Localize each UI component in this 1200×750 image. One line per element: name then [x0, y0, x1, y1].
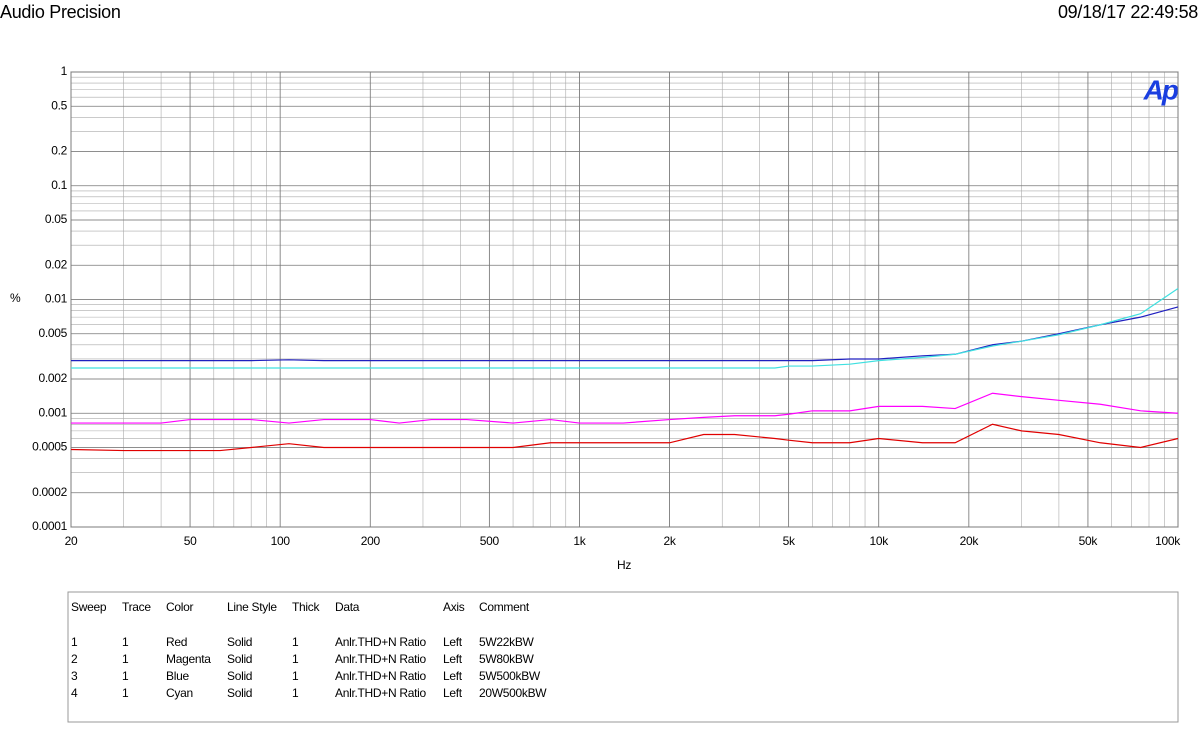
y-axis-label: %	[10, 291, 21, 305]
table-cell: 5W22kBW	[479, 635, 535, 649]
table-header: Line Style	[227, 600, 277, 614]
y-tick-label: 0.1	[51, 178, 67, 192]
table-cell: 1	[292, 686, 299, 700]
table-cell: Left	[443, 669, 463, 683]
y-tick-label: 0.01	[45, 292, 68, 306]
table-cell: 1	[122, 652, 129, 666]
x-tick-label: 20	[65, 534, 78, 548]
table-cell: 1	[292, 635, 299, 649]
table-header: Thick	[292, 600, 320, 614]
y-tick-label: 0.005	[38, 326, 67, 340]
table-cell: 1	[122, 635, 129, 649]
table-cell: Red	[166, 635, 187, 649]
y-tick-label: 0.5	[51, 98, 67, 112]
x-tick-label: 100k	[1155, 534, 1181, 548]
table-cell: 1	[71, 635, 78, 649]
x-tick-label: 20k	[960, 534, 980, 548]
timestamp: 09/18/17 22:49:58	[1058, 2, 1198, 22]
table-cell: 5W80kBW	[479, 652, 535, 666]
table-cell: Solid	[227, 652, 252, 666]
y-tick-label: 1	[61, 64, 68, 78]
table-cell: Blue	[166, 669, 189, 683]
series-line	[71, 306, 1179, 362]
table-cell: 1	[122, 669, 129, 683]
x-tick-label: 50	[184, 534, 197, 548]
y-tick-label: 0.0001	[32, 519, 68, 533]
y-tick-label: 0.001	[38, 405, 67, 419]
series-line	[71, 287, 1179, 369]
table-header: Axis	[443, 600, 465, 614]
x-tick-label: 10k	[870, 534, 890, 548]
table-cell: 2	[71, 652, 78, 666]
table-header: Comment	[479, 600, 530, 614]
x-tick-label: 100	[271, 534, 291, 548]
table-cell: Solid	[227, 669, 252, 683]
table-cell: 3	[71, 669, 78, 683]
table-header: Trace	[122, 600, 151, 614]
table-cell: Magenta	[166, 652, 211, 666]
table-cell: Left	[443, 635, 463, 649]
table-cell: Left	[443, 686, 463, 700]
y-tick-label: 0.02	[45, 257, 68, 271]
table-cell: Solid	[227, 635, 252, 649]
x-axis-label: Hz	[617, 558, 631, 572]
legend-table-box	[67, 591, 1179, 723]
x-tick-label: 2k	[664, 534, 677, 548]
table-header: Data	[335, 600, 360, 614]
y-tick-label: 0.2	[51, 144, 67, 158]
table-cell: Anlr.THD+N Ratio	[335, 686, 427, 700]
x-tick-label: 1k	[573, 534, 586, 548]
table-cell: Anlr.THD+N Ratio	[335, 652, 427, 666]
x-tick-label: 50k	[1079, 534, 1099, 548]
y-tick-label: 0.0005	[32, 440, 68, 454]
table-cell: 5W500kBW	[479, 669, 541, 683]
table-header: Sweep	[71, 600, 107, 614]
series-line	[70, 423, 1179, 452]
x-tick-label: 5k	[783, 534, 796, 548]
table-cell: 20W500kBW	[479, 686, 547, 700]
table-cell: 1	[292, 652, 299, 666]
x-tick-label: 500	[480, 534, 500, 548]
table-cell: 1	[292, 669, 299, 683]
table-cell: Left	[443, 652, 463, 666]
table-cell: Cyan	[166, 686, 193, 700]
table-header: Color	[166, 600, 193, 614]
y-tick-label: 0.002	[38, 371, 67, 385]
table-cell: Anlr.THD+N Ratio	[335, 635, 427, 649]
y-tick-label: 0.05	[45, 212, 68, 226]
series-line	[71, 392, 1179, 424]
y-tick-label: 0.0002	[32, 485, 68, 499]
logo: Ap	[1143, 74, 1179, 105]
table-cell: 4	[71, 686, 78, 700]
x-tick-label: 200	[361, 534, 381, 548]
table-cell: Solid	[227, 686, 252, 700]
app-title: Audio Precision	[0, 2, 121, 22]
table-cell: 1	[122, 686, 129, 700]
table-cell: Anlr.THD+N Ratio	[335, 669, 427, 683]
